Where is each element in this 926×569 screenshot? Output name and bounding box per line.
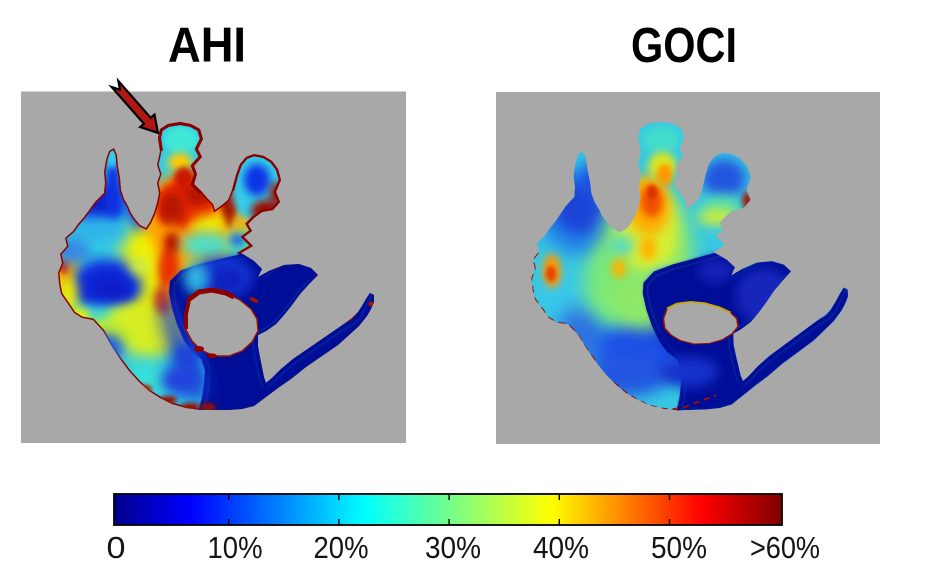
svg-text:GOCI: GOCI xyxy=(631,19,737,73)
svg-text:0: 0 xyxy=(107,530,126,565)
svg-text:20%: 20% xyxy=(314,530,369,565)
svg-text:>60%: >60% xyxy=(750,530,820,565)
svg-text:40%: 40% xyxy=(533,530,589,565)
svg-text:30%: 30% xyxy=(425,530,481,565)
svg-text:AHI: AHI xyxy=(168,19,246,73)
svg-text:10%: 10% xyxy=(208,530,263,565)
svg-text:50%: 50% xyxy=(651,530,707,565)
